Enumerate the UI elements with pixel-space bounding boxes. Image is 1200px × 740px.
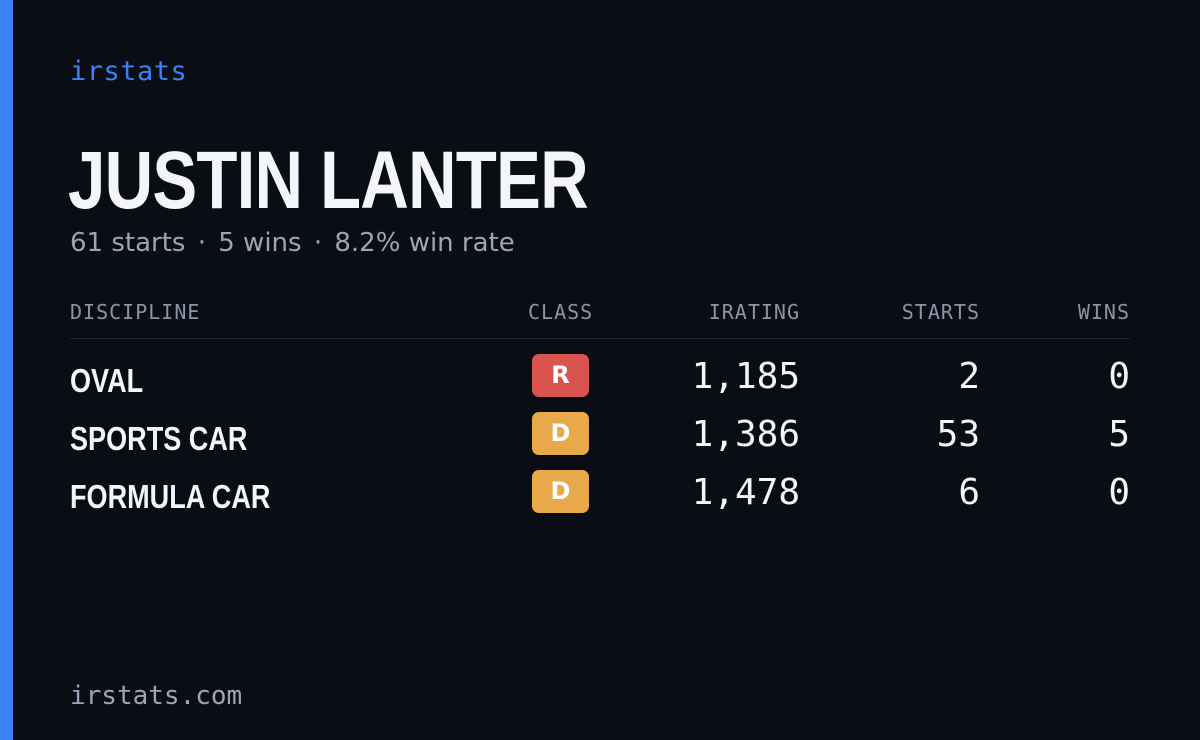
summary-separator: · (197, 228, 206, 258)
header-discipline: DISCIPLINE (70, 300, 201, 324)
discipline-name: SPORTS CAR (70, 420, 248, 457)
irating-value: 1,386 (691, 414, 800, 455)
table-row: OVAL R 1,185 2 0 (70, 354, 1130, 402)
irating-value: 1,185 (691, 356, 800, 397)
starts-value: 2 (958, 356, 980, 397)
table-row: SPORTS CAR D 1,386 53 5 (70, 412, 1130, 460)
starts-value: 53 (936, 414, 980, 455)
footer-url: irstats.com (70, 681, 243, 711)
starts-value: 6 (958, 472, 980, 513)
class-badge: D (532, 412, 589, 455)
stats-table-header: DISCIPLINE CLASS IRATING STARTS WINS (70, 300, 1130, 339)
driver-summary: 61 starts · 5 wins · 8.2% win rate (70, 228, 515, 258)
driver-name: JUSTIN LANTER (68, 135, 589, 226)
class-badge: R (532, 354, 589, 397)
accent-bar (0, 0, 13, 740)
header-irating: IRATING (708, 300, 800, 324)
discipline-name: FORMULA CAR (70, 478, 271, 515)
wins-summary: 5 wins (218, 228, 302, 258)
brand-logo-text: irstats (70, 56, 188, 87)
starts-summary: 61 starts (70, 228, 186, 258)
header-starts: STARTS (901, 300, 980, 324)
wins-value: 0 (1108, 472, 1130, 513)
discipline-name: OVAL (70, 362, 144, 399)
header-class: CLASS (528, 300, 594, 324)
table-row: FORMULA CAR D 1,478 6 0 (70, 470, 1130, 518)
irating-value: 1,478 (691, 472, 800, 513)
class-badge: D (532, 470, 589, 513)
wins-value: 5 (1108, 414, 1130, 455)
win-rate-summary: 8.2% win rate (334, 228, 515, 258)
summary-separator: · (313, 228, 323, 258)
wins-value: 0 (1108, 356, 1130, 397)
header-wins: WINS (1077, 300, 1130, 324)
